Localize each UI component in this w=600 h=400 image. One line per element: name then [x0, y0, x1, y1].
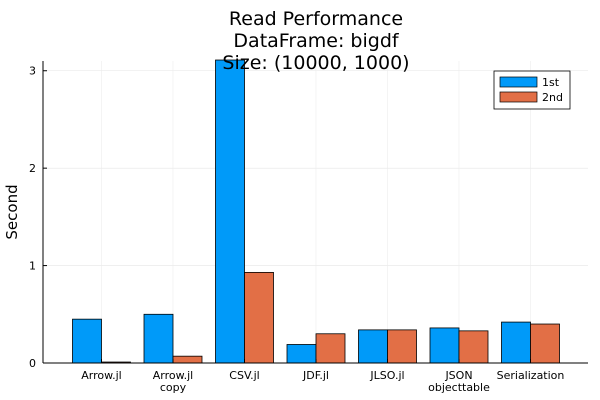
y-tick-label: 0	[29, 357, 36, 370]
title-line-2: Size: (10000, 1000)	[222, 52, 409, 74]
bar-2nd-3	[315, 333, 346, 364]
bar-1st-1	[143, 313, 174, 364]
bar-2nd-6	[530, 323, 560, 364]
x-tick-label: objecttable	[428, 381, 490, 394]
title-line-1: DataFrame: bigdf	[233, 30, 399, 52]
bar-1st-5	[429, 327, 460, 364]
x-tick-label: JSON	[444, 369, 472, 382]
x-tick-label: JDF.jl	[302, 369, 329, 382]
grid-layer	[43, 61, 588, 364]
x-tick-label: Arrow.jl	[81, 369, 121, 382]
y-tick-label: 2	[29, 162, 36, 175]
title-line-0: Read Performance	[229, 8, 403, 30]
legend-label-1st: 1st	[542, 76, 560, 89]
y-tick-label: 3	[29, 65, 36, 78]
bars-layer	[72, 59, 560, 364]
bar-2nd-1	[172, 355, 203, 364]
legend-label-2nd: 2nd	[542, 91, 563, 104]
x-tick-label: CSV.jl	[229, 369, 259, 382]
x-tick-label: Serialization	[497, 369, 565, 382]
legend-swatch-2nd	[499, 91, 538, 103]
x-tick-label: Arrow.jl	[153, 369, 193, 382]
bar-1st-3	[286, 344, 317, 364]
bar-1st-0	[72, 318, 102, 364]
legend-swatch-1st	[499, 76, 538, 88]
y-tick-label: 1	[29, 260, 36, 273]
bar-2nd-4	[387, 329, 417, 364]
bar-1st-2	[215, 59, 245, 364]
bar-2nd-5	[458, 330, 489, 364]
bar-2nd-2	[244, 271, 274, 364]
x-tick-label: JLSO.jl	[369, 369, 404, 382]
bar-1st-4	[358, 329, 388, 364]
x-tick-label: copy	[160, 381, 187, 394]
y-axis-title: Second	[3, 184, 21, 239]
bar-1st-6	[501, 321, 531, 364]
axes-layer	[42, 61, 588, 364]
